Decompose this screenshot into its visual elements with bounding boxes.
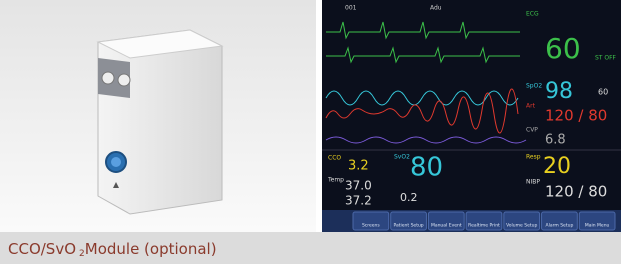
toolbar-buttons: Screens Patient Setup Manual Event Realtime… [353,212,615,230]
toolbar-button-label[interactable]: Screens [362,223,380,229]
toolbar-button-label[interactable]: Main Menu [585,223,610,229]
toolbar-button-label[interactable]: Realtime Print [468,223,500,229]
st-status: ST OFF [595,55,617,62]
caption-text: Module (optional) [85,240,217,258]
nibp-value: 120 / 80 [545,183,607,201]
temp-label: Temp [327,177,344,184]
toolbar-button-label[interactable]: Patient Setup [393,223,423,229]
svo2-value: 80 [410,153,443,183]
svo2-label: SvO2 [394,154,410,161]
page: {"monitor": { "header": {"bed": "001", "… [0,0,621,264]
ecg-label: ECG [526,11,539,18]
cco-value: 3.2 [348,159,369,174]
toolbar-button-label[interactable]: Manual Event [431,223,462,229]
hr-value: 60 [545,32,581,65]
bed-number: 001 [345,5,357,12]
toolbar-button-label[interactable]: Alarm Setup [546,223,574,229]
temp-2: 37.2 [345,194,372,208]
module-photo [98,30,222,214]
patient-type: Adu [430,5,442,12]
temp-diff: 0.2 [400,191,418,204]
art-label: Art [526,103,536,110]
nibp-label: NIBP [526,179,540,186]
figure: 001 Adu ECG 60 ST OFF SpO2 98 60 Art 120… [0,0,621,264]
spo2-label: SpO2 [526,83,542,90]
art-value: 120 / 80 [545,107,607,125]
cco-label: CCO [328,155,341,162]
resp-value: 20 [543,154,571,179]
cvp-value: 6.8 [545,133,566,148]
resp-label: Resp [526,154,541,161]
cvp-label: CVP [526,127,538,134]
temp-1: 37.0 [345,179,372,193]
spo2-value: 98 [545,79,573,104]
caption-text: CCO/SvO [8,240,76,258]
pr-value: 60 [598,88,608,97]
toolbar-button-label[interactable]: Volume Setup [506,223,537,229]
